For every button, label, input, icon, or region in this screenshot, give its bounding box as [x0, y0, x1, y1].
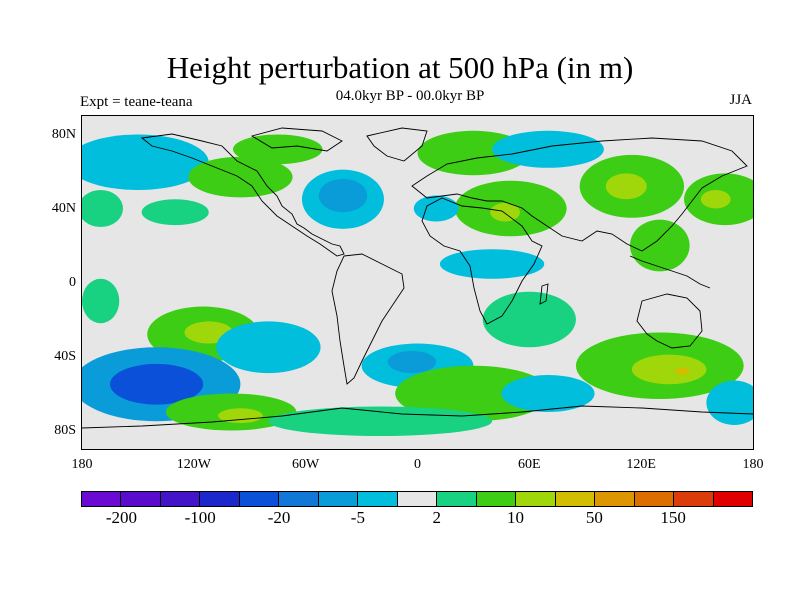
colorbar-label-8: 150 — [660, 508, 686, 527]
colorbar-box-6 — [279, 492, 319, 506]
contour-region-18 — [82, 190, 123, 227]
contour-region-11 — [492, 130, 604, 168]
colorbar-box-16 — [674, 492, 714, 506]
coastline-antarctica — [82, 405, 753, 429]
colorbar — [81, 491, 753, 507]
contour-region-28 — [395, 365, 552, 422]
colorbar-label-6: 10 — [507, 508, 525, 527]
contour-region-6 — [141, 199, 209, 226]
colorbar-box-17 — [713, 492, 752, 506]
x-tick-label-3: 60W — [292, 457, 320, 472]
colorbar-label-4: -5 — [350, 508, 365, 527]
contour-region-23 — [109, 363, 204, 405]
coastline-maritime-asia — [629, 255, 711, 289]
contour-region-31 — [674, 367, 690, 375]
contour-region-5 — [318, 178, 368, 213]
contour-region-36 — [82, 278, 120, 324]
colorbar-label-7: 50 — [585, 508, 603, 527]
colorbar-label-1: -200 — [105, 508, 137, 527]
coastline-north-america — [140, 133, 345, 257]
coastline-eurasia — [411, 137, 748, 252]
season-label: JJA — [729, 92, 752, 108]
contour-region-25 — [218, 408, 263, 424]
coastline-madagascar — [539, 283, 549, 305]
contour-region-17 — [439, 249, 545, 279]
colorbar-box-5 — [239, 492, 280, 506]
contour-region-16 — [629, 219, 690, 272]
y-tick-label-4: 40S — [54, 348, 76, 364]
colorbar-box-2 — [121, 492, 161, 506]
x-tick-label-7: 180 — [742, 457, 764, 472]
contour-region-27 — [387, 350, 437, 374]
coastline-africa — [421, 197, 543, 325]
colorbar-label-2: -100 — [184, 508, 216, 527]
y-tick-label-2: 40N — [51, 200, 76, 216]
colorbar-box-4 — [200, 492, 240, 506]
colorbar-box-13 — [555, 492, 596, 506]
experiment-label: Expt = teane-teana — [80, 94, 193, 110]
contour-region-15 — [700, 190, 731, 209]
colorbar-box-3 — [160, 492, 201, 506]
contour-region-13 — [605, 173, 647, 200]
coastline-south-america — [331, 253, 405, 385]
colorbar-box-15 — [634, 492, 675, 506]
contour-region-1 — [82, 134, 209, 190]
contour-map — [82, 116, 753, 449]
contour-region-34 — [268, 406, 493, 437]
colorbar-label-3: -20 — [267, 508, 291, 527]
contour-region-9 — [490, 202, 521, 222]
chart-title: Height perturbation at 500 hPa (in m) — [166, 50, 634, 85]
colorbar-box-8 — [358, 492, 398, 506]
x-tick-label-2: 120W — [176, 457, 211, 472]
coastline-greenland — [366, 127, 428, 162]
y-tick-label-3: 0 — [69, 274, 76, 290]
colorbar-label-5: 2 — [432, 508, 441, 527]
period-label: 04.0kyr BP - 00.0kyr BP — [335, 88, 485, 104]
y-tick-label-1: 80N — [51, 126, 76, 142]
contour-region-10 — [413, 195, 459, 222]
colorbar-box-9 — [397, 492, 438, 506]
coastline-arctic-islands — [250, 127, 343, 152]
contour-fills — [82, 130, 753, 437]
contour-region-3 — [232, 134, 323, 165]
coastlines — [82, 127, 753, 429]
colorbar-box-14 — [595, 492, 635, 506]
coastline-australia — [636, 293, 703, 349]
map-plot-area — [81, 115, 754, 450]
x-tick-label-1: 180 — [71, 457, 93, 472]
contour-region-30 — [631, 354, 707, 385]
contour-region-32 — [501, 375, 595, 412]
contour-region-35 — [482, 291, 576, 348]
colorbar-box-12 — [516, 492, 556, 506]
colorbar-box-1 — [82, 492, 122, 506]
contour-region-21 — [216, 321, 321, 374]
x-tick-label-4: 0 — [414, 457, 421, 472]
colorbar-box-11 — [476, 492, 517, 506]
x-tick-label-5: 60E — [518, 457, 541, 472]
colorbar-box-10 — [437, 492, 477, 506]
x-tick-label-6: 120E — [626, 457, 656, 472]
colorbar-box-7 — [318, 492, 359, 506]
y-tick-label-5: 80S — [54, 422, 76, 438]
